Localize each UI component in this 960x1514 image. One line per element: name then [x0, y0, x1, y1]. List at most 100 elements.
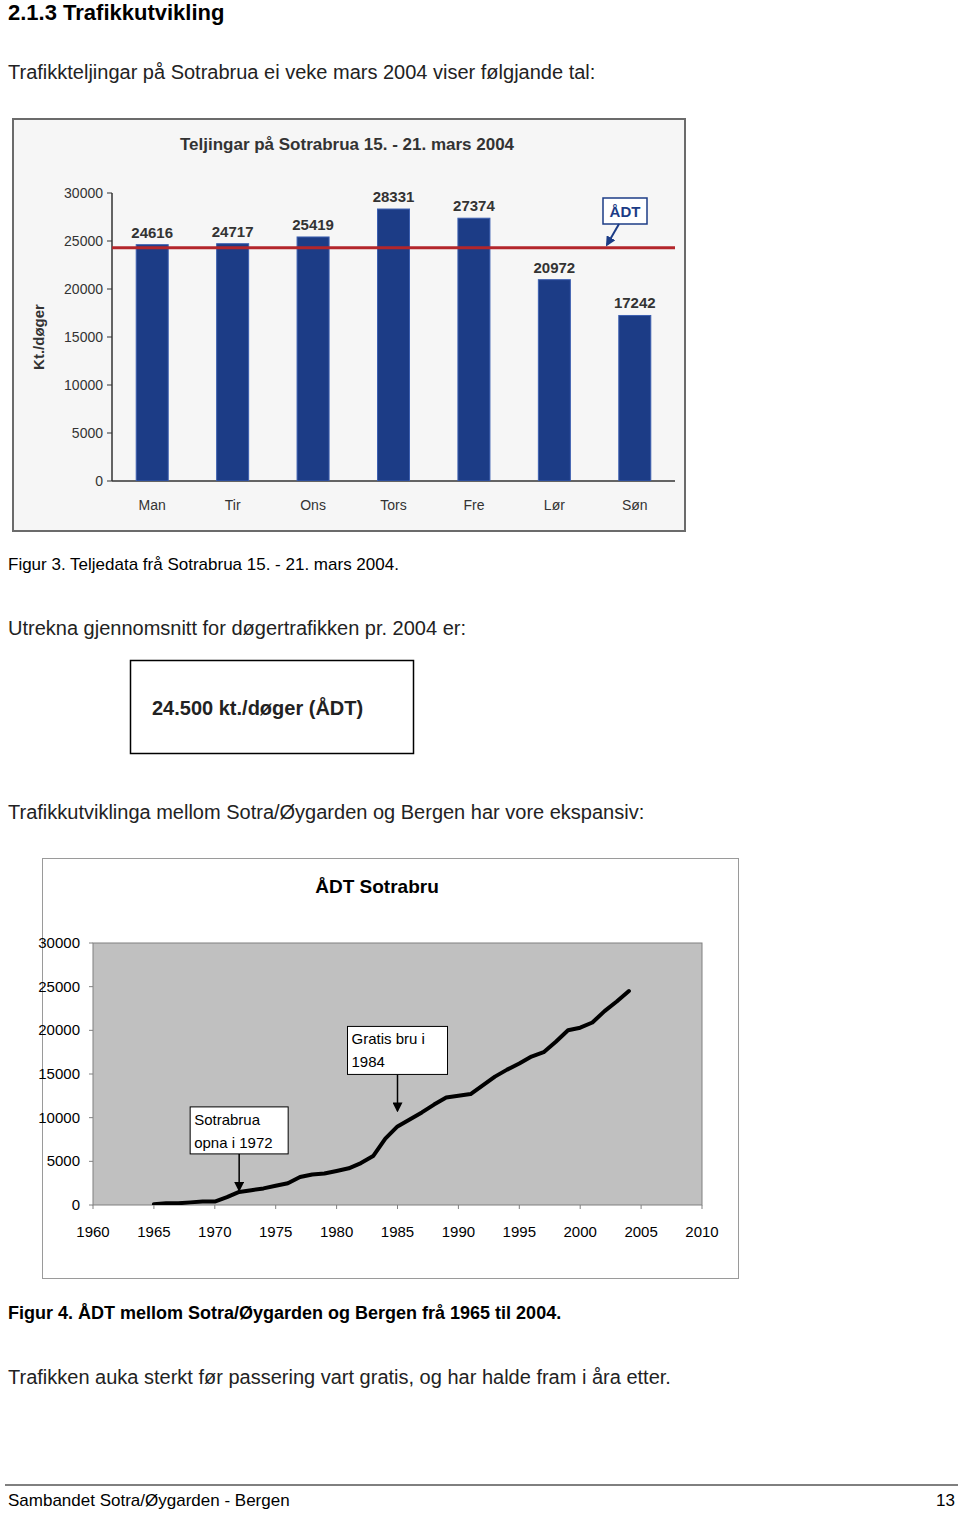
y-tick [89, 1161, 93, 1162]
y-tick-label: 30000 [64, 185, 103, 201]
annotation-text: Gratis bru i [352, 1030, 425, 1047]
x-tick [214, 1205, 215, 1209]
data-label: 28331 [373, 188, 415, 205]
figure-caption: Figur 4. ÅDT mellom Sotra/Øygarden og Be… [8, 1303, 561, 1323]
highlight-box [131, 661, 414, 754]
x-tick-label: 1960 [76, 1223, 109, 1240]
y-tick-label: 10000 [38, 1109, 80, 1126]
data-label: 17242 [614, 294, 656, 311]
paragraph: Utrekna gjennomsnitt for døgertrafikken … [8, 617, 466, 639]
y-tick-label: 20000 [64, 281, 103, 297]
y-tick [89, 1030, 93, 1031]
x-tick-label: 1990 [442, 1223, 475, 1240]
x-tick-label: 1965 [137, 1223, 170, 1240]
chart-frame [43, 859, 739, 1279]
page-number: 13 [936, 1491, 955, 1510]
y-tick-label: 10000 [64, 377, 103, 393]
paragraph: Trafikken auka sterkt før passering vart… [8, 1366, 671, 1388]
page: 2.1.3 Trafikkutvikling Trafikkteljingar p… [0, 0, 960, 1514]
highlight-text: 24.500 kt./døger (ÅDT) [152, 696, 363, 719]
annotation-text: ÅDT [610, 203, 641, 220]
x-tick-label: 2010 [685, 1223, 718, 1240]
annotation-text: Sotrabrua [194, 1111, 261, 1128]
x-tick [519, 1205, 520, 1209]
x-tick-label: 1985 [381, 1223, 414, 1240]
annotation-arrow [607, 224, 619, 245]
y-tick [89, 1117, 93, 1118]
x-tick-label: Man [139, 497, 166, 513]
data-label: 20972 [533, 259, 575, 276]
y-tick [107, 289, 112, 290]
x-tick-label: 1995 [503, 1223, 536, 1240]
line-chart: ÅDT Sotrabru 0 5000 10000 15000 20000 25000 300… [38, 859, 738, 1279]
section-heading: 2.1.3 Trafikkutvikling [8, 0, 224, 25]
x-tick [702, 1205, 703, 1209]
bar [619, 315, 651, 481]
x-tick [336, 1205, 337, 1209]
x-tick-label: 1970 [198, 1223, 231, 1240]
x-tick-label: 2005 [624, 1223, 657, 1240]
y-tick [107, 385, 112, 386]
annotation-text: 1984 [352, 1053, 385, 1070]
bar [538, 280, 570, 481]
y-tick-label: 15000 [38, 1065, 80, 1082]
reference-line [112, 246, 675, 249]
x-tick-label: Tors [380, 497, 406, 513]
paragraph: Trafikkteljingar på Sotrabrua ei veke ma… [8, 61, 595, 83]
lines [154, 991, 629, 1204]
y-tick [89, 986, 93, 987]
x-tick [93, 1205, 94, 1209]
plot-area [93, 943, 702, 1205]
footer-rule [5, 1485, 958, 1486]
bar [136, 245, 168, 481]
y-tick-label: 0 [95, 473, 103, 489]
annotation-arrow [238, 1154, 240, 1190]
annotation-box [603, 198, 647, 224]
x-tick [641, 1205, 642, 1209]
data-line [154, 991, 629, 1204]
y-tick-label: 25000 [38, 978, 80, 995]
y-tick [107, 481, 112, 482]
annotation-box [348, 1026, 448, 1074]
y-tick [89, 1205, 93, 1206]
y-tick-label: 5000 [47, 1152, 80, 1169]
bar-chart: Teljingar på Sotrabrua 15. - 21. mars 20… [13, 119, 685, 531]
x-tick [275, 1205, 276, 1209]
chart-title: ÅDT Sotrabru [315, 876, 439, 897]
x-tick-label: 2000 [564, 1223, 597, 1240]
x-tick [580, 1205, 581, 1209]
footer-text: Sambandet Sotra/Øygarden - Bergen [8, 1491, 290, 1510]
paragraph: Trafikkutviklinga mellom Sotra/Øygarden … [8, 801, 644, 823]
x-tick-label: Lør [544, 497, 565, 513]
y-tick [107, 433, 112, 434]
y-tick [107, 193, 112, 194]
figure-caption: Figur 3. Teljedata frå Sotrabrua 15. - 2… [8, 555, 399, 574]
y-tick-label: 25000 [64, 233, 103, 249]
x-tick [458, 1205, 459, 1209]
x-tick-label: 1980 [320, 1223, 353, 1240]
y-tick-label: 20000 [38, 1021, 80, 1038]
data-label: 27374 [453, 197, 495, 214]
y-tick-label: 5000 [72, 425, 103, 441]
bar [217, 244, 249, 481]
y-tick [89, 1074, 93, 1075]
x-tick-label: Fre [463, 497, 484, 513]
data-label: 24616 [131, 224, 173, 241]
chart-frame [13, 119, 685, 531]
y-tick-label: 30000 [38, 934, 80, 951]
y-tick [89, 943, 93, 944]
data-label: 25419 [292, 216, 334, 233]
chart-title: Teljingar på Sotrabrua 15. - 21. mars 20… [180, 135, 515, 154]
bars [136, 209, 651, 481]
data-label: 24717 [212, 223, 254, 240]
y-tick-label: 15000 [64, 329, 103, 345]
y-tick [107, 241, 112, 242]
bar [458, 218, 490, 481]
x-tick-label: Søn [622, 497, 648, 513]
bar [297, 237, 329, 481]
y-tick [107, 337, 112, 338]
x-tick-label: Tir [225, 497, 241, 513]
annotation-arrow [397, 1074, 399, 1110]
annotation-box [190, 1107, 288, 1154]
y-tick-label: 0 [72, 1196, 80, 1213]
